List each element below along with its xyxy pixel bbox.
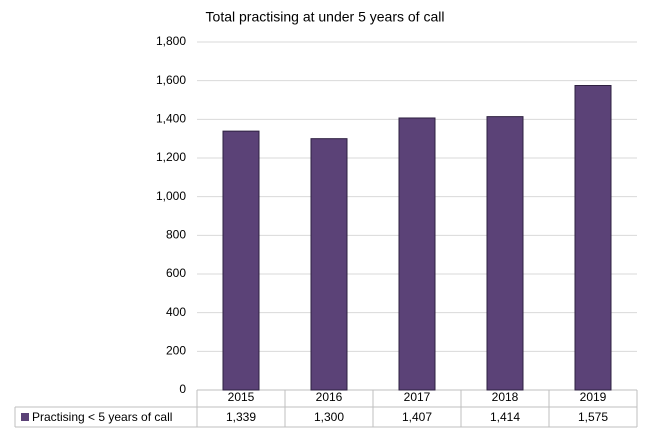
y-tick-label: 200	[166, 344, 186, 358]
table-value: 1,414	[490, 410, 520, 424]
y-tick-label: 1,800	[156, 34, 186, 48]
y-tick-label: 800	[166, 228, 186, 242]
y-tick-label: 1,200	[156, 150, 186, 164]
legend-label: Practising < 5 years of call	[32, 410, 172, 424]
x-tick-label: 2017	[404, 390, 431, 404]
x-tick-label: 2018	[492, 390, 519, 404]
table-value: 1,300	[314, 410, 344, 424]
y-tick-label: 600	[166, 266, 186, 280]
chart-title: Total practising at under 5 years of cal…	[206, 9, 445, 25]
y-tick-label: 400	[166, 305, 186, 319]
y-tick-label: 1,600	[156, 73, 186, 87]
x-tick-label: 2019	[580, 390, 607, 404]
bar	[310, 138, 348, 391]
y-tick-label: 0	[179, 382, 186, 396]
x-tick-label: 2015	[228, 390, 255, 404]
y-tick-label: 1,400	[156, 112, 186, 126]
table-value: 1,575	[578, 410, 608, 424]
bar	[574, 85, 612, 391]
bar	[486, 116, 524, 391]
y-tick-label: 1,000	[156, 189, 186, 203]
table-value: 1,339	[226, 410, 256, 424]
legend-swatch	[21, 413, 29, 421]
bar	[398, 117, 436, 391]
table-value: 1,407	[402, 410, 432, 424]
bar	[222, 130, 260, 391]
x-tick-label: 2016	[316, 390, 343, 404]
